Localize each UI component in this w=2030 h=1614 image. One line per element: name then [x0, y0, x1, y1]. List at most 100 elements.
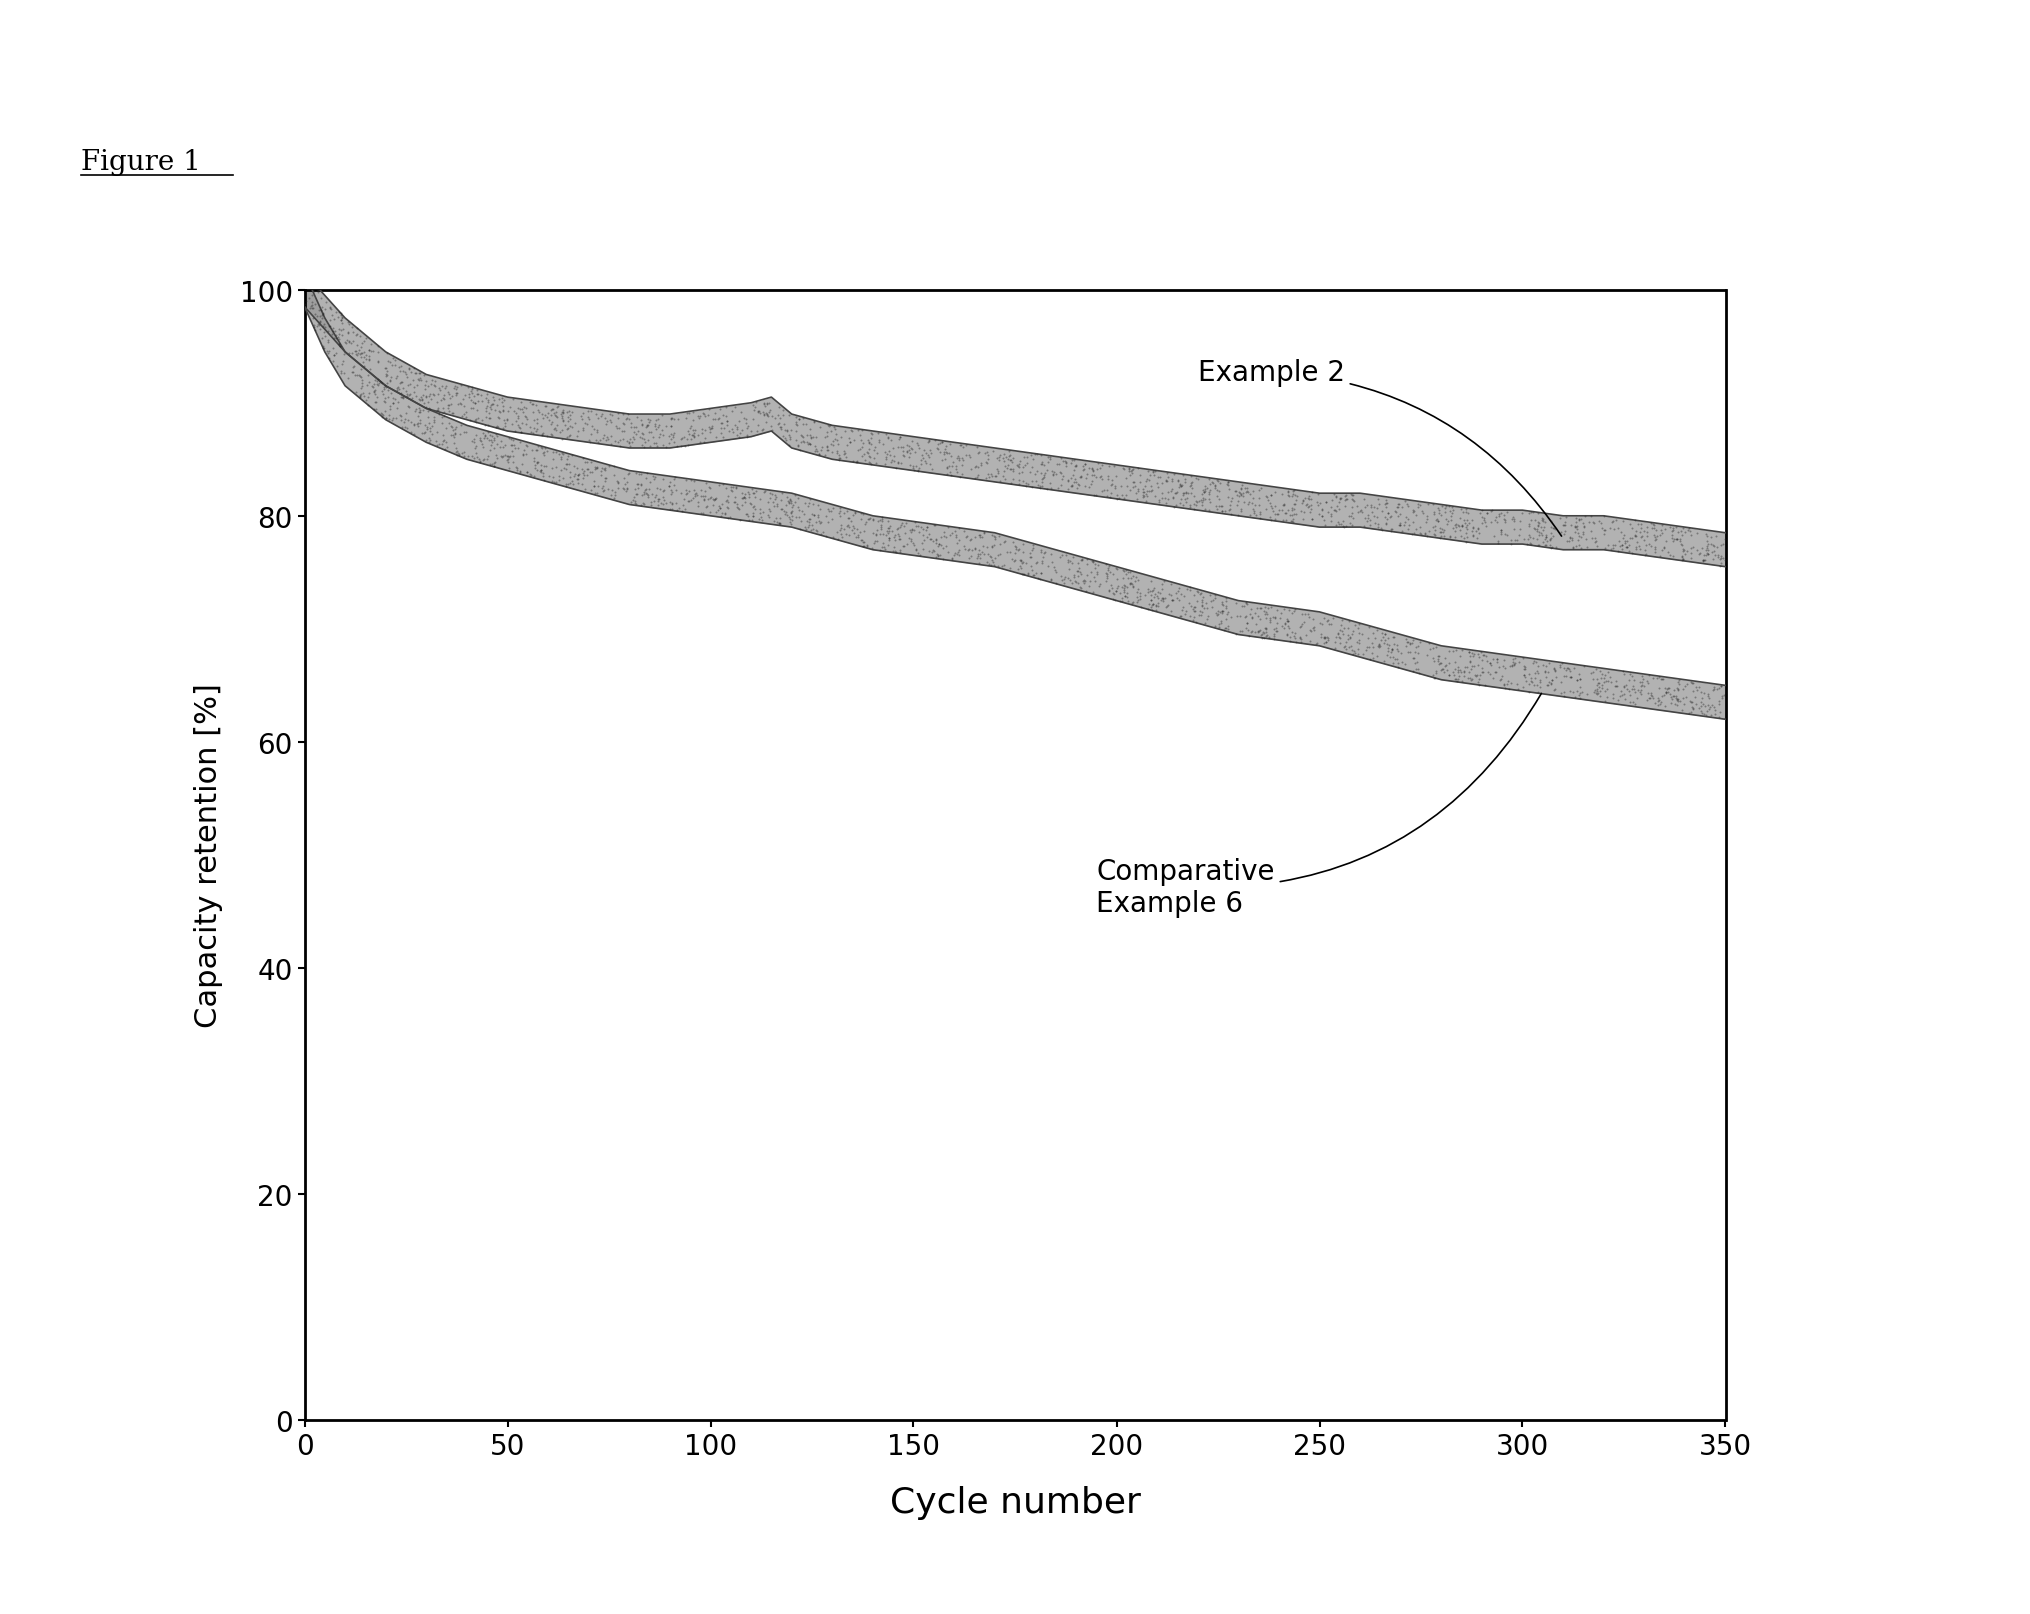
Point: [410, 420, 443, 445]
Point: [694, 416, 727, 442]
Point: [1539, 676, 1571, 702]
Point: [475, 395, 508, 421]
Point: [550, 452, 583, 478]
Point: [406, 420, 438, 445]
Point: [909, 449, 942, 475]
Point: [983, 542, 1015, 568]
Point: [1608, 662, 1640, 688]
Point: [1496, 654, 1529, 679]
Point: [1330, 483, 1362, 508]
Point: [304, 286, 337, 312]
Point: [477, 429, 510, 455]
Point: [767, 404, 800, 429]
Point: [1677, 678, 1709, 704]
Point: [1362, 492, 1395, 518]
Point: [713, 484, 745, 510]
Point: [1695, 702, 1728, 728]
Point: [1143, 581, 1175, 607]
Point: [1691, 531, 1723, 557]
Point: [1309, 629, 1342, 655]
Point: [857, 507, 889, 533]
Point: [566, 462, 599, 487]
Point: [477, 454, 510, 479]
Point: [1447, 660, 1480, 686]
Point: [1435, 508, 1468, 534]
Point: [1114, 458, 1147, 484]
Point: [1600, 670, 1632, 696]
Point: [503, 397, 536, 423]
Point: [1056, 571, 1088, 597]
Point: [1691, 541, 1723, 567]
Point: [987, 554, 1019, 579]
Point: [1382, 654, 1415, 679]
Point: [570, 412, 603, 437]
Point: [428, 399, 461, 424]
Point: [441, 381, 473, 407]
Point: [434, 413, 467, 439]
Point: [708, 476, 741, 502]
Point: [637, 489, 670, 515]
Point: [857, 536, 889, 562]
Point: [1155, 583, 1188, 608]
Point: [1488, 507, 1520, 533]
Point: [544, 447, 577, 473]
Point: [1188, 479, 1220, 505]
Point: [398, 421, 430, 447]
Point: [1362, 633, 1395, 659]
Point: [473, 428, 505, 454]
Point: [428, 437, 461, 463]
Point: [682, 404, 715, 429]
Point: [335, 360, 367, 386]
Point: [1531, 665, 1563, 691]
Point: [1667, 697, 1699, 723]
Point: [1141, 597, 1173, 623]
Point: [853, 429, 885, 455]
Point: [1023, 476, 1056, 502]
Point: [1577, 679, 1610, 705]
Point: [1019, 560, 1052, 586]
Point: [572, 428, 605, 454]
Point: [447, 387, 479, 413]
Point: [345, 376, 378, 402]
Point: [782, 486, 814, 512]
Point: [822, 442, 855, 468]
Point: [1559, 505, 1592, 531]
Point: [1522, 520, 1555, 546]
Point: [780, 420, 812, 445]
Point: [1468, 507, 1500, 533]
Point: [796, 502, 828, 528]
Point: [1620, 534, 1652, 560]
Point: [1419, 649, 1451, 675]
Point: [1417, 636, 1449, 662]
Point: [343, 384, 376, 410]
Point: [546, 400, 579, 426]
Point: [1549, 505, 1581, 531]
Point: [637, 412, 670, 437]
Point: [542, 463, 574, 489]
Point: [1078, 458, 1110, 484]
Point: [1244, 475, 1277, 500]
Point: [1179, 492, 1212, 518]
Point: [1253, 608, 1285, 634]
Point: [1015, 546, 1047, 571]
Point: [1522, 660, 1555, 686]
Point: [775, 489, 808, 515]
Point: [1330, 629, 1362, 655]
Point: [1015, 557, 1047, 583]
Point: [441, 442, 473, 468]
Point: [897, 457, 930, 483]
Point: [503, 415, 536, 441]
Point: [538, 416, 570, 442]
Point: [1693, 697, 1726, 723]
Point: [901, 431, 934, 457]
Point: [678, 478, 710, 504]
Point: [1675, 546, 1707, 571]
Point: [1618, 691, 1650, 717]
Point: [704, 495, 737, 521]
Point: [1456, 520, 1488, 546]
Point: [1145, 471, 1177, 497]
Point: [985, 542, 1017, 568]
Point: [1255, 508, 1287, 534]
Point: [1449, 525, 1482, 550]
Point: [1206, 499, 1238, 525]
